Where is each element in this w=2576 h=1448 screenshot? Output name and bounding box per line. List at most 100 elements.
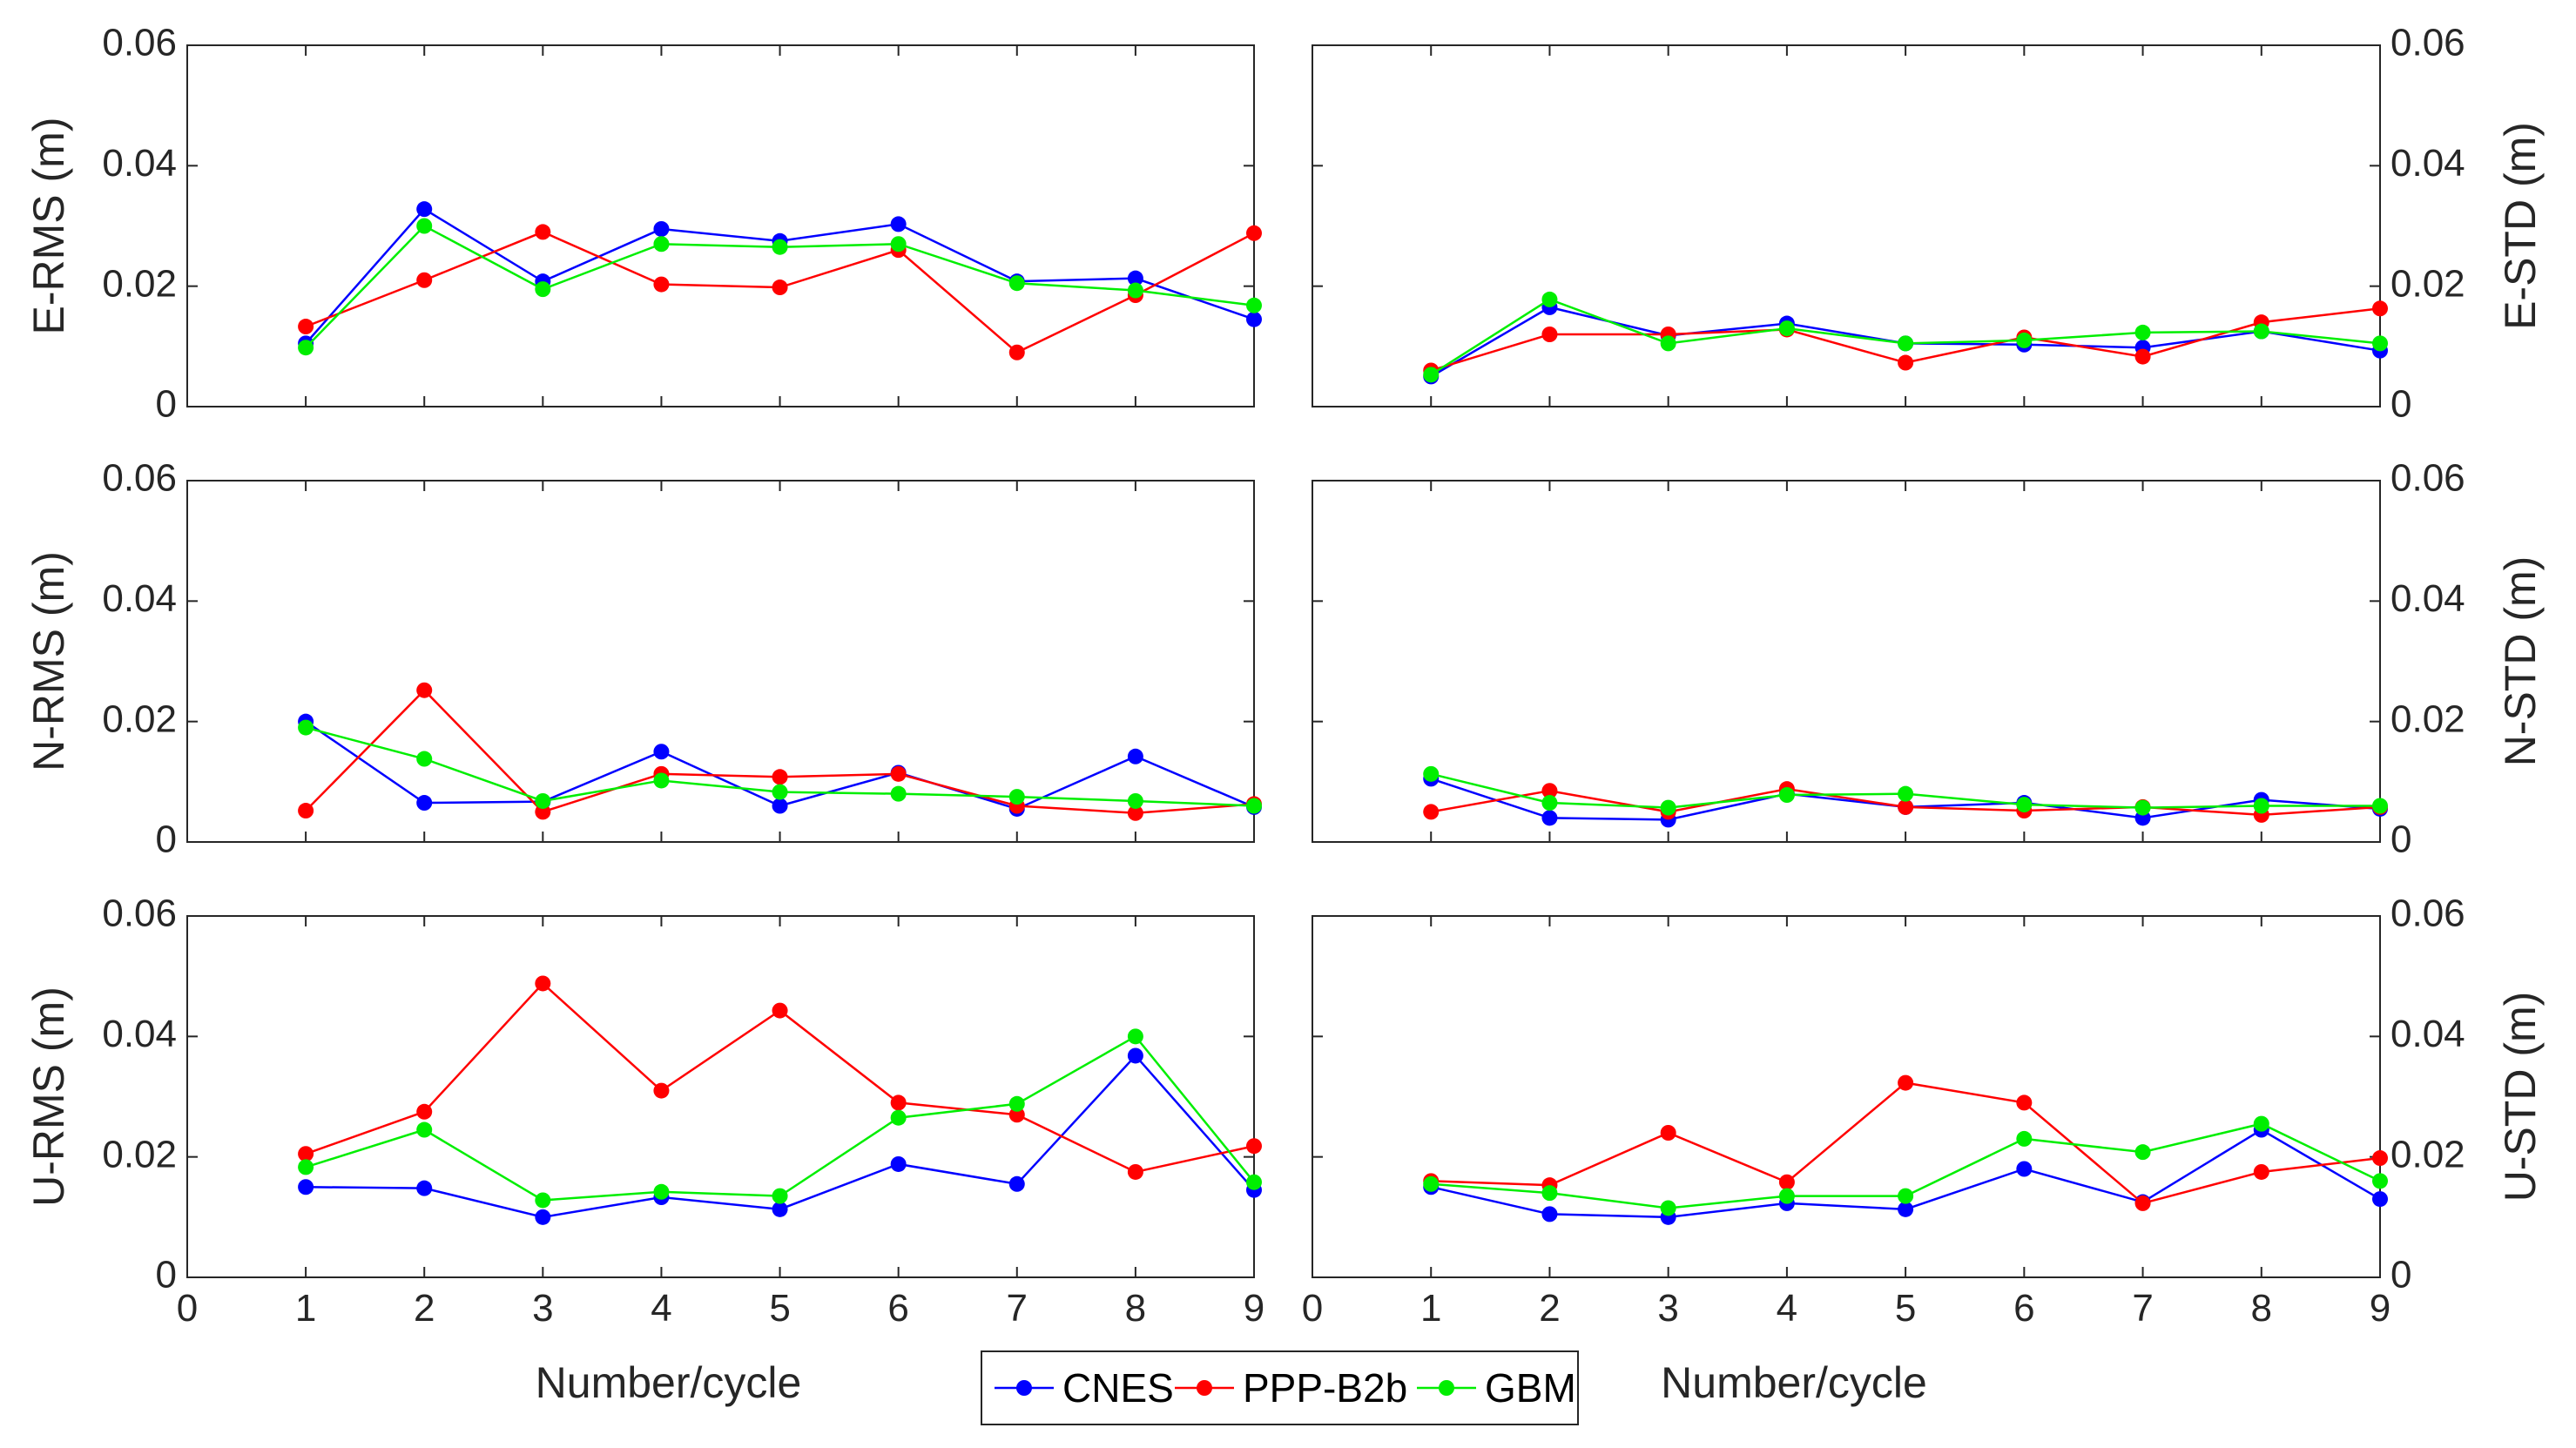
y-tick-label: 0.06 <box>102 22 177 64</box>
x-tick-label: 6 <box>887 1287 908 1330</box>
data-point <box>298 719 314 736</box>
data-point <box>416 218 433 234</box>
y-tick-label: 0.02 <box>2391 697 2465 740</box>
data-point <box>1423 765 1440 782</box>
y-tick-label: 0.02 <box>2391 262 2465 305</box>
series-gbm-e-std <box>1423 291 2388 383</box>
chart-legend: CNES PPP-B2b GBM <box>981 1350 1579 1425</box>
plot-area-e-rms <box>186 44 1255 407</box>
data-point <box>1423 1175 1440 1192</box>
x-axis-label: Number/cycle <box>536 1358 802 1407</box>
data-point <box>298 803 314 819</box>
data-point <box>1246 1138 1262 1155</box>
data-point <box>890 785 907 802</box>
legend-marker <box>1197 1380 1212 1396</box>
data-point <box>416 1180 433 1196</box>
y-axis-label: U-RMS (m) <box>24 987 73 1207</box>
data-point <box>1898 1188 1914 1204</box>
data-point <box>416 751 433 767</box>
data-point <box>1008 1095 1025 1112</box>
data-point <box>1898 1074 1914 1091</box>
data-point <box>2134 324 2151 340</box>
data-point <box>653 772 670 789</box>
data-point <box>1127 270 1143 286</box>
data-point <box>535 975 551 992</box>
data-point <box>1127 1028 1143 1045</box>
series-ppp-b2b-u-rms <box>298 975 1262 1180</box>
x-tick-label: 9 <box>1244 1287 1264 1330</box>
y-tick-label: 0.06 <box>102 457 177 500</box>
data-point <box>298 1179 314 1195</box>
data-point <box>2016 1130 2033 1147</box>
data-point <box>1127 805 1143 821</box>
data-point <box>653 1082 670 1099</box>
data-point <box>2134 1144 2151 1161</box>
data-point <box>1246 225 1262 241</box>
x-tick-label: 2 <box>1539 1287 1560 1330</box>
data-point <box>2016 332 2033 348</box>
panel-e-std: 0 0.02 0.04 0.06 E-STD (m) <box>1312 22 2545 426</box>
data-point <box>2253 323 2269 340</box>
data-point <box>2372 300 2388 317</box>
data-point <box>416 1121 433 1138</box>
y-tick-label: 0 <box>2391 1254 2411 1296</box>
x-tick-label: 5 <box>769 1287 790 1330</box>
data-point <box>416 1103 433 1120</box>
x-tick-label: 7 <box>2132 1287 2153 1330</box>
data-point <box>2016 1094 2033 1111</box>
data-point <box>772 784 788 800</box>
y-tick-label: 0 <box>156 1254 177 1296</box>
x-tick-label: 4 <box>1777 1287 1797 1330</box>
legend-entry-gbm: GBM <box>1417 1365 1576 1411</box>
x-tick-label: 4 <box>651 1287 671 1330</box>
data-point <box>772 798 788 814</box>
panel-u-rms: 0 0.02 0.04 0.06 0 1 2 3 4 5 6 7 8 9 Number/cycle U-RMS… <box>24 892 1264 1407</box>
y-tick-label: 0.06 <box>2391 22 2465 64</box>
series-gbm-u-std <box>1423 1115 2388 1216</box>
y-tick-label: 0.06 <box>2391 457 2465 500</box>
data-point <box>1541 783 1558 799</box>
x-tick-label: 0 <box>1302 1287 1323 1330</box>
data-point <box>1246 311 1262 327</box>
y-tick-label: 0.04 <box>102 577 177 620</box>
data-point <box>2253 1115 2269 1132</box>
legend-box <box>981 1350 1579 1425</box>
data-point <box>1778 787 1795 804</box>
legend-label: CNES <box>1062 1365 1174 1411</box>
y-tick-label: 0 <box>156 383 177 426</box>
data-point <box>1898 335 1914 352</box>
data-point <box>1541 1185 1558 1202</box>
plot-area-n-std <box>1312 480 2381 843</box>
data-point <box>298 1159 314 1175</box>
data-point <box>1008 789 1025 805</box>
x-tick-label: 7 <box>1007 1287 1028 1330</box>
data-point <box>1660 335 1676 352</box>
data-point <box>1008 344 1025 360</box>
data-point <box>1898 785 1914 802</box>
data-point <box>535 1192 551 1209</box>
series-gbm-e-rms <box>298 218 1262 356</box>
data-point <box>1246 297 1262 313</box>
data-point <box>535 792 551 809</box>
data-point <box>1127 1047 1143 1064</box>
data-point <box>1778 1174 1795 1190</box>
data-point <box>416 201 433 218</box>
x-tick-label: 9 <box>2370 1287 2391 1330</box>
y-tick-label: 0.04 <box>2391 142 2465 185</box>
x-tick-label: 5 <box>1895 1287 1916 1330</box>
data-point <box>1660 1125 1676 1141</box>
y-tick-label: 0 <box>2391 383 2411 426</box>
data-point <box>772 239 788 255</box>
panel-n-rms: 0 0.02 0.04 0.06 N-RMS (m) <box>24 457 1262 861</box>
data-point <box>2016 1161 2033 1177</box>
data-point <box>2253 1163 2269 1180</box>
data-point <box>2372 1150 2388 1167</box>
legend-entry-ppp-b2b: PPP-B2b <box>1175 1365 1407 1411</box>
plot-area-u-std <box>1312 915 2381 1278</box>
y-tick-label: 0.04 <box>102 1013 177 1055</box>
y-tick-label: 0.04 <box>2391 577 2465 620</box>
data-point <box>890 1094 907 1111</box>
data-point <box>1541 327 1558 342</box>
data-point <box>416 795 433 812</box>
